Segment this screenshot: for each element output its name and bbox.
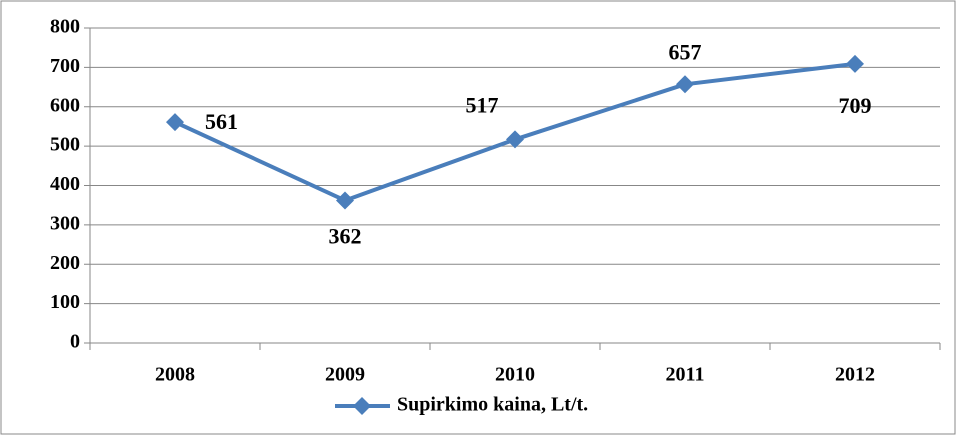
y-tick-label: 100 bbox=[50, 291, 80, 313]
marker bbox=[676, 75, 694, 94]
y-tick-label: 800 bbox=[50, 16, 80, 38]
legend-label: Supirkimo kaina, Lt/t. bbox=[397, 394, 588, 416]
x-tick-label: 2008 bbox=[155, 364, 195, 386]
legend-marker bbox=[353, 397, 371, 415]
y-tick-label: 200 bbox=[50, 252, 80, 274]
x-tick-label: 2011 bbox=[666, 364, 705, 386]
x-tick-label: 2012 bbox=[835, 364, 875, 386]
y-tick-label: 0 bbox=[70, 331, 80, 353]
y-tick-label: 500 bbox=[50, 134, 80, 156]
y-tick-label: 300 bbox=[50, 212, 80, 234]
x-tick-label: 2009 bbox=[325, 364, 365, 386]
y-tick-label: 700 bbox=[50, 55, 80, 77]
data-label: 561 bbox=[205, 109, 238, 134]
marker bbox=[846, 54, 864, 73]
marker bbox=[336, 191, 354, 210]
marker bbox=[506, 130, 524, 149]
y-tick-label: 600 bbox=[50, 94, 80, 116]
data-label: 709 bbox=[839, 93, 872, 118]
x-tick-label: 2010 bbox=[495, 364, 535, 386]
data-label: 362 bbox=[329, 224, 362, 249]
y-tick-label: 400 bbox=[50, 173, 80, 195]
marker bbox=[166, 113, 184, 132]
data-label: 517 bbox=[466, 92, 499, 117]
data-label: 657 bbox=[669, 39, 702, 64]
